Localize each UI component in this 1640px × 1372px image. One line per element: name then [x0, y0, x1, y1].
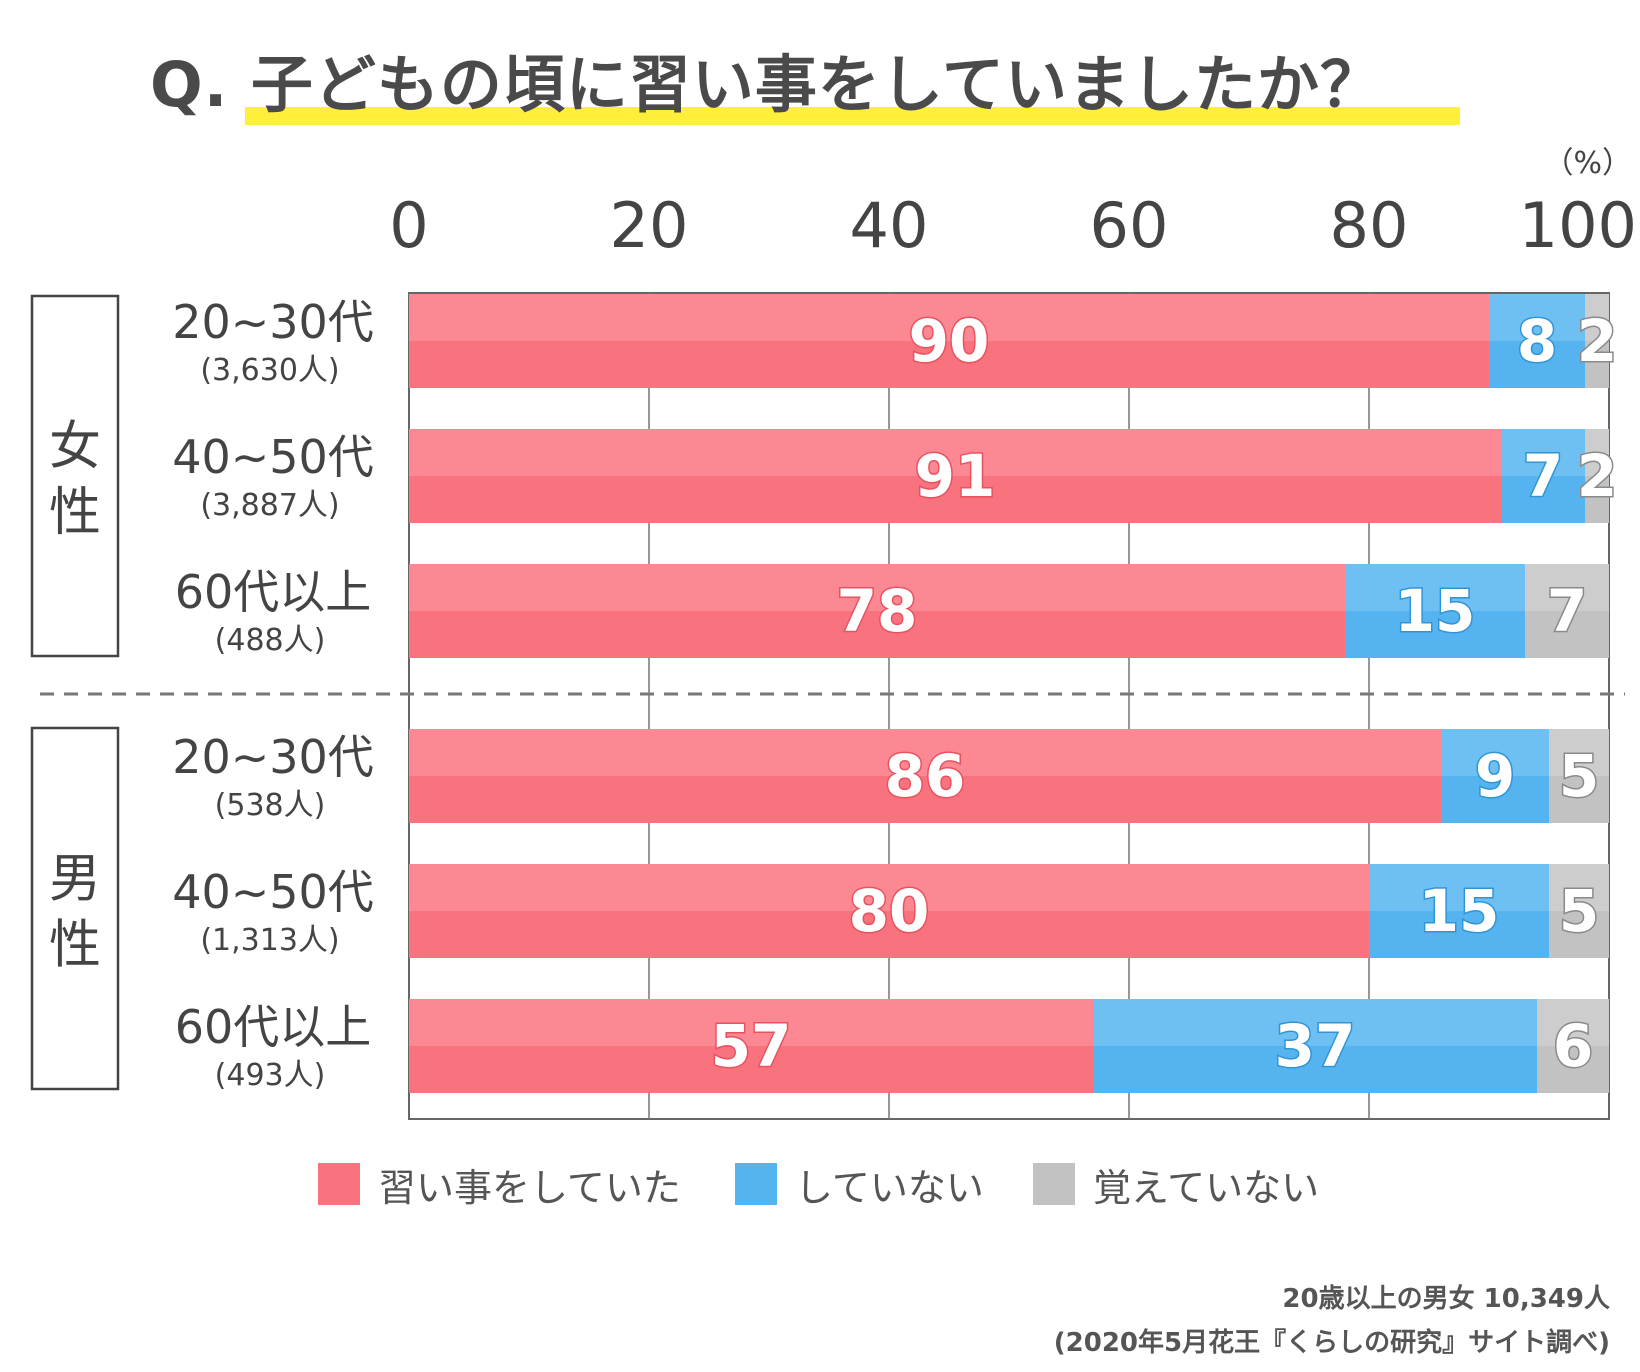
plot-area — [408, 292, 1610, 1120]
data-label: 78 — [837, 577, 918, 645]
x-tick-label: 20 — [610, 189, 689, 262]
group-label: 性 — [49, 483, 101, 543]
bar-segment-highlight — [409, 729, 1441, 776]
data-label: 15 — [1395, 577, 1476, 645]
title-highlight — [245, 107, 1460, 125]
data-label: 8 — [1517, 307, 1557, 375]
category-label: 40~50代 — [172, 865, 374, 919]
category-label: 60代以上 — [175, 565, 372, 619]
legend-item-1: していない — [735, 1162, 984, 1210]
bar-segment-highlight — [1585, 294, 1609, 341]
bar-segment-highlight — [1585, 429, 1609, 476]
sample-size-label: (488人) — [215, 623, 326, 658]
data-label: 91 — [915, 442, 996, 510]
bar-segment-highlight — [1549, 729, 1609, 776]
data-label: 80 — [849, 877, 930, 945]
group-label: 男 — [49, 850, 101, 910]
category-label: 20~30代 — [172, 295, 374, 349]
x-tick-label: 40 — [850, 189, 929, 262]
bar-segment-highlight — [1501, 429, 1585, 476]
chart-title: Q. 子どもの頃に習い事をしていましたか？ — [150, 48, 1383, 121]
data-label: 2 — [1577, 442, 1617, 510]
sample-size-label: (3,630人) — [200, 353, 339, 388]
data-label: 90 — [909, 307, 990, 375]
legend-swatch — [1033, 1163, 1075, 1205]
x-tick-label: 60 — [1090, 189, 1169, 262]
category-label: 60代以上 — [175, 1000, 372, 1054]
legend-label: していない — [795, 1165, 984, 1210]
x-tick-label: 100 — [1519, 189, 1637, 262]
bar-segment-highlight — [409, 294, 1489, 341]
bar-segment-highlight — [1549, 864, 1609, 911]
source-note-2: (2020年5月花王『くらしの研究』サイト調べ) — [1053, 1328, 1610, 1358]
bar-segment-highlight — [409, 429, 1501, 476]
data-label: 7 — [1523, 442, 1563, 510]
data-label: 86 — [885, 742, 966, 810]
sample-size-label: (3,887人) — [200, 488, 339, 523]
bar-segment-highlight — [1537, 999, 1609, 1046]
x-tick-label: 80 — [1330, 189, 1409, 262]
legend-item-2: 覚えていない — [1033, 1162, 1319, 1210]
source-note-1: 20歳以上の男女 10,349人 — [1282, 1284, 1610, 1314]
x-tick-label: 0 — [389, 189, 428, 262]
data-label: 37 — [1275, 1012, 1356, 1080]
data-label: 15 — [1419, 877, 1500, 945]
data-label: 7 — [1547, 577, 1587, 645]
sample-size-label: (1,313人) — [200, 923, 339, 958]
bar-segment-highlight — [1525, 564, 1609, 611]
bar-segment-highlight — [409, 564, 1345, 611]
bar-segment-highlight — [409, 864, 1369, 911]
data-label: 57 — [711, 1012, 792, 1080]
data-label: 2 — [1577, 307, 1617, 375]
bar-segment-highlight — [1441, 729, 1549, 776]
sample-size-label: (538人) — [215, 788, 326, 823]
legend-label: 覚えていない — [1093, 1165, 1320, 1210]
bar-segment-highlight — [1093, 999, 1537, 1046]
data-label: 9 — [1475, 742, 1515, 810]
group-box — [30, 726, 120, 1091]
bar-segment-highlight — [1369, 864, 1549, 911]
category-label: 40~50代 — [172, 430, 374, 484]
unit-label: （%） — [1543, 146, 1632, 181]
group-label: 性 — [49, 916, 101, 976]
group-box — [30, 294, 120, 658]
category-label: 20~30代 — [172, 730, 374, 784]
legend-item-0: 習い事をしていた — [318, 1162, 681, 1210]
sample-size-label: (493人) — [215, 1058, 326, 1093]
group-label: 女 — [49, 417, 101, 477]
data-label: 6 — [1553, 1012, 1593, 1080]
bar-segment-highlight — [1345, 564, 1525, 611]
legend-swatch — [735, 1163, 777, 1205]
data-label: 5 — [1559, 877, 1599, 945]
data-label: 5 — [1559, 742, 1599, 810]
legend-swatch — [318, 1163, 360, 1205]
bar-segment-highlight — [409, 999, 1093, 1046]
legend-label: 習い事をしていた — [378, 1165, 681, 1210]
bar-segment-highlight — [1489, 294, 1585, 341]
